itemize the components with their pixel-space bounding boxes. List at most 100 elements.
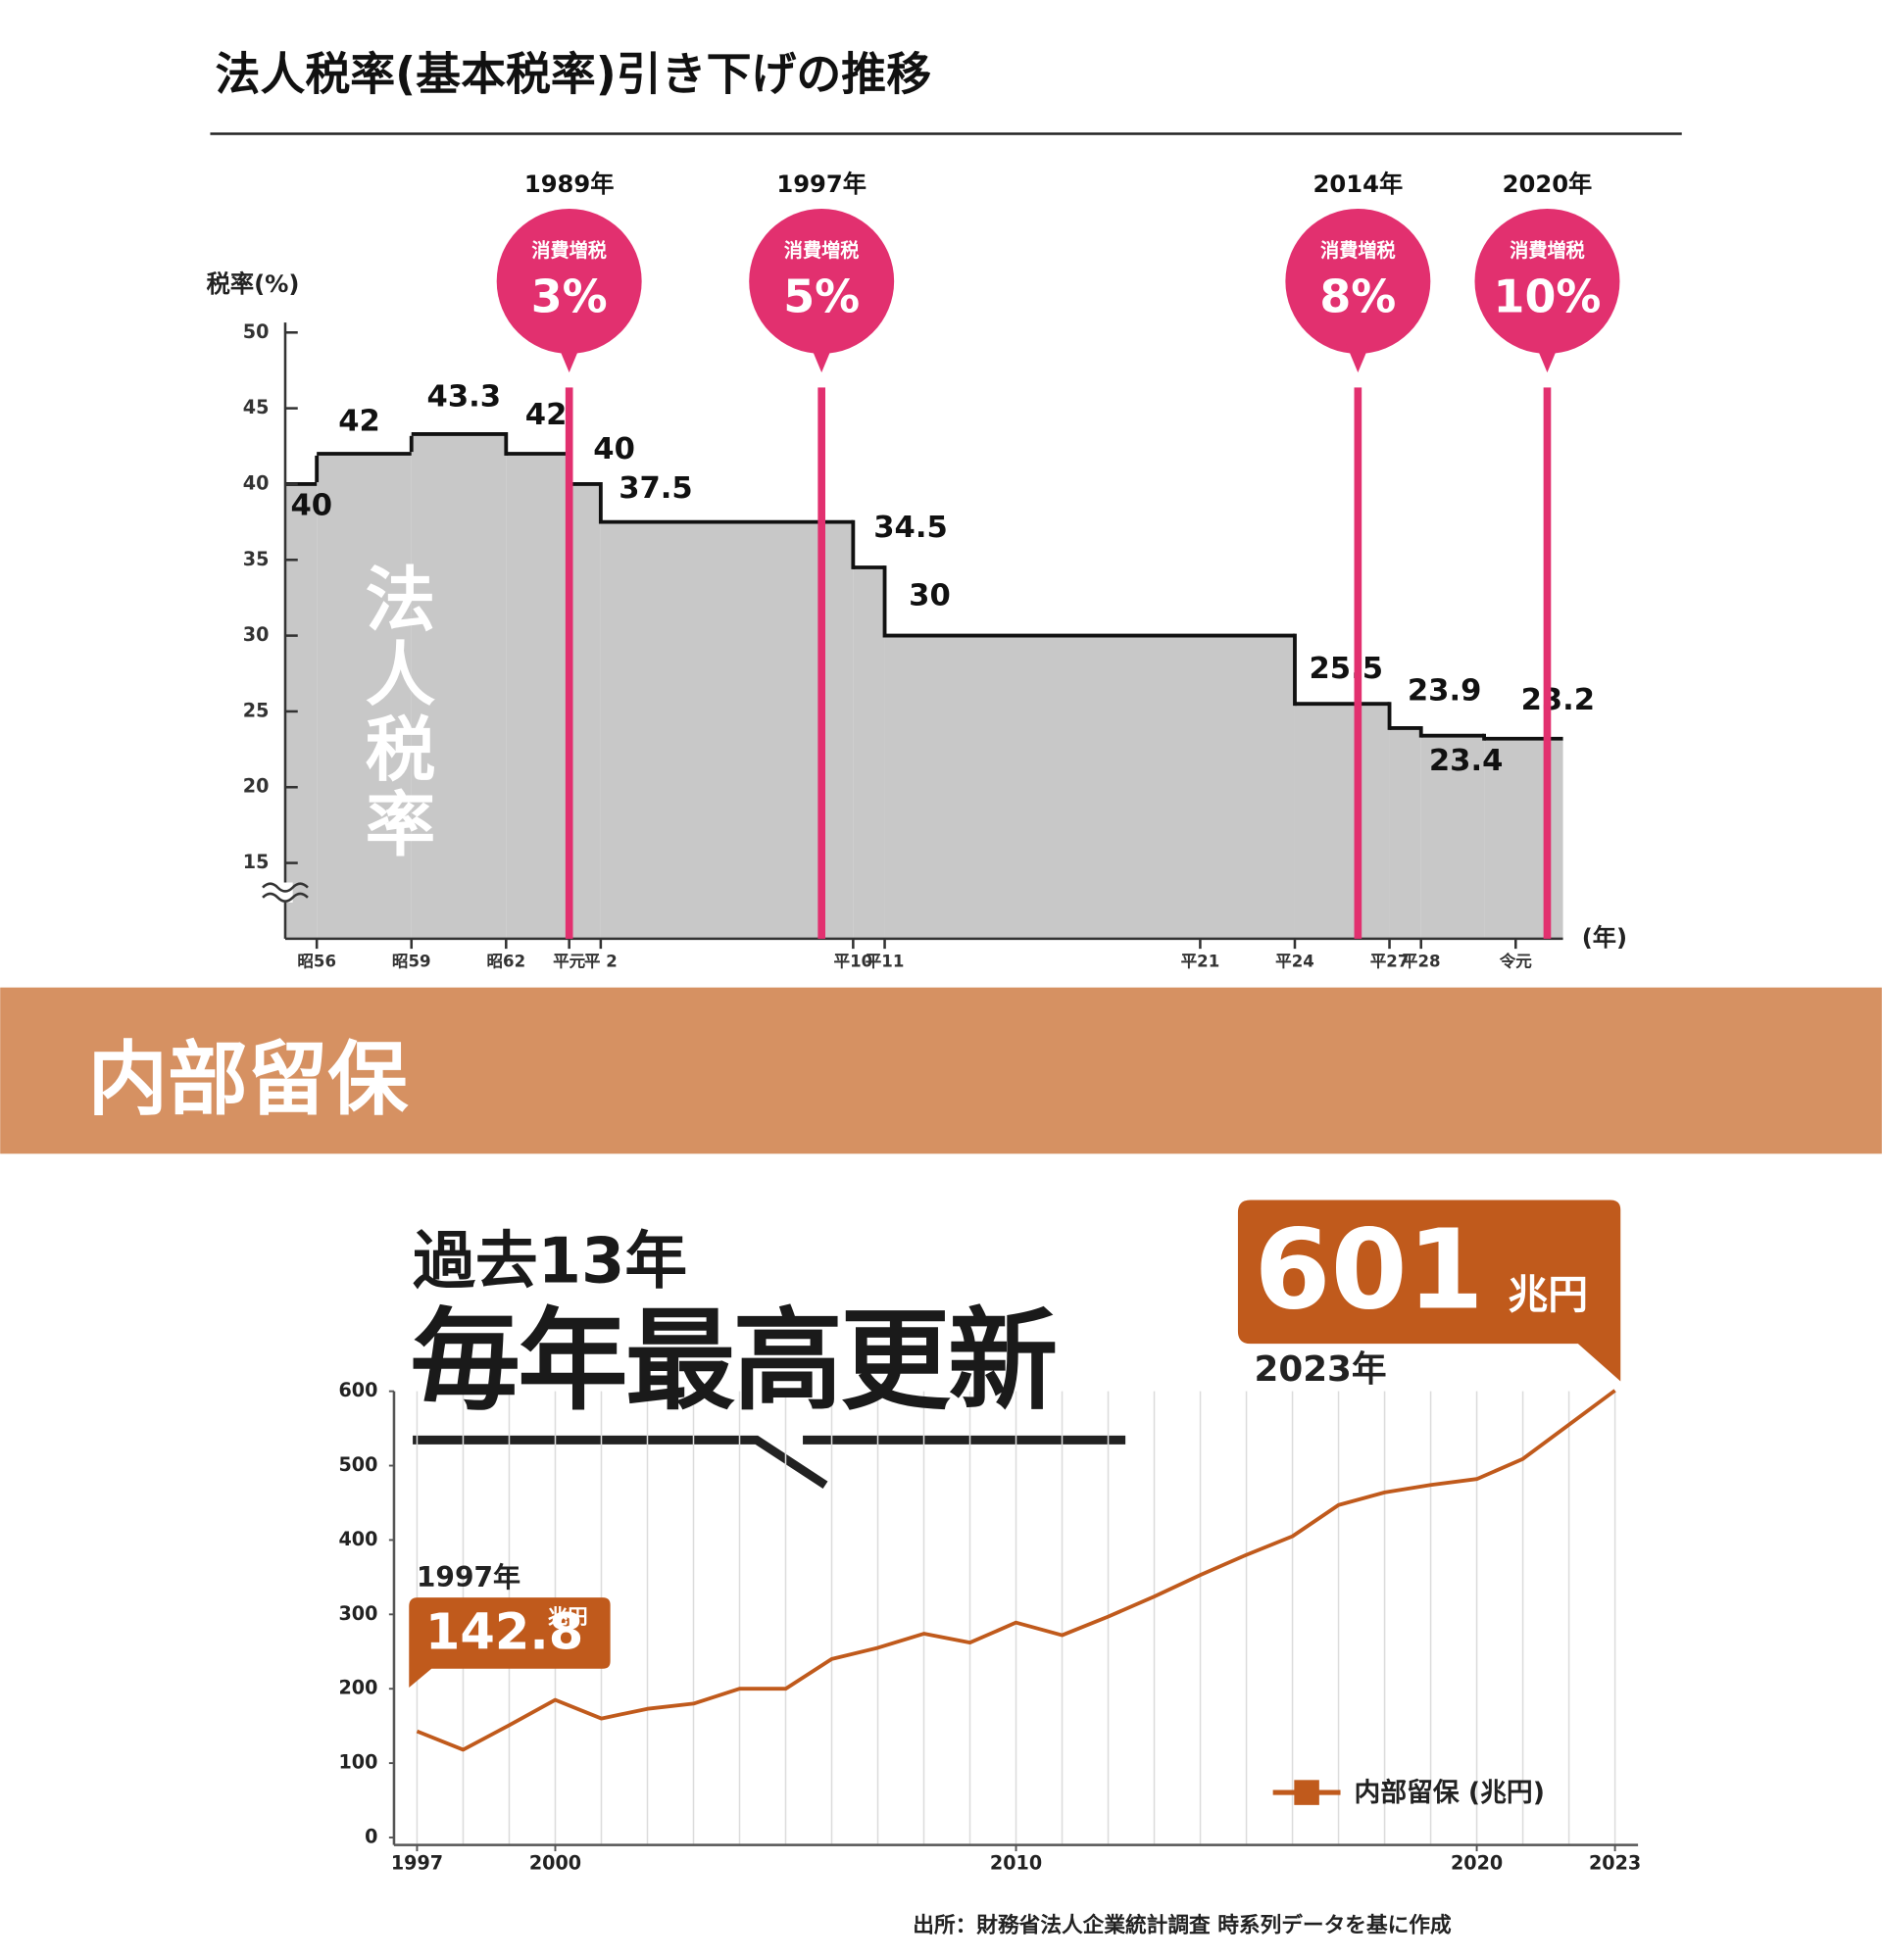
legend-label: 内部留保 (兆円) <box>1355 1777 1545 1808</box>
x-tick-label: 平11 <box>866 953 905 971</box>
y-tick-label: 200 <box>338 1677 377 1699</box>
area-fill <box>853 567 885 939</box>
x-tick-label: 平24 <box>1275 953 1314 971</box>
legend-marker <box>1294 1780 1319 1805</box>
y-tick-label: 15 <box>243 851 270 873</box>
y-axis-title: 税率(%) <box>207 270 300 298</box>
x-tick-label: 平27 <box>1370 953 1410 971</box>
area-fill <box>1294 704 1390 939</box>
event-year: 1989年 <box>524 171 615 198</box>
value-label: 23.2 <box>1521 683 1596 717</box>
y-tick-label: 600 <box>338 1379 377 1401</box>
y-tick-label: 40 <box>243 471 270 494</box>
x-tick-label: 2020 <box>1451 1851 1503 1874</box>
y-tick-label: 100 <box>338 1751 377 1774</box>
callout-value: 142.8 <box>425 1603 583 1661</box>
area-fill <box>1389 727 1421 939</box>
event-bubble <box>749 209 895 354</box>
value-label: 43.3 <box>427 379 502 414</box>
event-rate: 3% <box>531 270 608 323</box>
section-title: 内部留保 <box>87 1034 409 1127</box>
value-label: 25.5 <box>1310 652 1384 686</box>
callout-unit: 兆円 <box>1508 1271 1588 1318</box>
event-line <box>1543 387 1552 939</box>
chart-subtitle: 過去13年 <box>413 1225 687 1298</box>
y-tick-label: 300 <box>338 1602 377 1625</box>
value-label: 34.5 <box>873 511 948 545</box>
event-bubble-tail <box>809 342 834 373</box>
area-fill <box>884 635 1295 939</box>
event-year: 2014年 <box>1313 171 1404 198</box>
event-bubble-tail <box>556 342 582 373</box>
callout-unit: 兆円 <box>548 1605 588 1629</box>
value-label: 23.9 <box>1408 673 1482 708</box>
y-tick-label: 0 <box>365 1825 377 1847</box>
value-label: 40 <box>290 488 332 522</box>
event-line <box>565 387 573 939</box>
y-tick-label: 35 <box>243 548 270 570</box>
value-label: 23.4 <box>1429 744 1504 778</box>
y-tick-label: 45 <box>243 396 270 418</box>
headline-rule <box>413 1435 1126 1490</box>
callout-box <box>1237 1200 1621 1382</box>
event-rate: 8% <box>1319 270 1396 323</box>
x-tick-label: 2000 <box>529 1851 581 1874</box>
value-label: 37.5 <box>619 471 693 506</box>
y-tick-label: 20 <box>243 775 270 798</box>
x-tick-label: 昭56 <box>297 953 336 971</box>
x-tick-label: 平10 <box>834 953 873 971</box>
x-tick-label: 平 2 <box>584 953 618 971</box>
area-fill <box>569 483 601 939</box>
y-tick-label: 25 <box>243 699 270 721</box>
x-tick-label: 平21 <box>1181 953 1220 971</box>
x-tick-label: 2023 <box>1589 1851 1641 1874</box>
axis-break <box>262 882 309 903</box>
event-text: 消費増税 <box>784 239 860 262</box>
event-bubble-tail <box>1345 342 1371 373</box>
event-year: 1997年 <box>776 171 867 198</box>
y-tick-label: 400 <box>338 1528 377 1550</box>
area-fill <box>600 521 854 939</box>
axis-break-gap <box>265 882 293 903</box>
y-tick-label: 500 <box>338 1453 377 1476</box>
event-rate: 5% <box>783 270 860 323</box>
event-line <box>1354 387 1362 939</box>
value-label: 42 <box>525 398 568 432</box>
series-line <box>416 1389 1616 1752</box>
chart-title: 法人税率(基本税率)引き下げの推移 <box>216 48 932 101</box>
area-label: 法人税率 <box>353 563 435 862</box>
event-line <box>817 387 825 939</box>
x-tick-label: 昭59 <box>392 953 431 971</box>
event-text: 消費増税 <box>531 239 607 262</box>
event-rate: 10% <box>1494 270 1602 323</box>
value-label: 30 <box>909 579 951 613</box>
event-bubble <box>1285 209 1431 354</box>
x-tick-label: 1997 <box>391 1851 443 1874</box>
event-bubble <box>496 209 642 354</box>
y-tick-label: 50 <box>243 320 270 343</box>
x-tick-label: 2010 <box>990 1851 1042 1874</box>
event-bubble <box>1474 209 1620 354</box>
callout-year: 1997年 <box>417 1561 520 1593</box>
event-bubble-tail <box>1534 342 1560 373</box>
area-fill <box>411 433 507 939</box>
section-band <box>0 987 1882 1154</box>
x-tick-label: 令元 <box>1500 952 1533 971</box>
area-fill <box>1420 735 1485 939</box>
area-fill <box>317 454 412 939</box>
y-tick-label: 30 <box>243 623 270 646</box>
x-tick-label: 昭62 <box>486 953 525 971</box>
callout-year: 2023年 <box>1255 1349 1387 1390</box>
x-tick-label: 平元 <box>553 953 586 971</box>
callout-value: 601 <box>1255 1206 1484 1334</box>
x-tick-label: 平28 <box>1402 953 1441 971</box>
source-note: 出所：財務省法人企業統計調査 時系列データを基に作成 <box>913 1913 1452 1938</box>
value-label: 42 <box>338 405 380 439</box>
event-year: 2020年 <box>1503 171 1593 198</box>
x-axis-title: (年) <box>1582 924 1627 952</box>
chart-title: 毎年最高更新 <box>411 1298 1056 1425</box>
event-text: 消費増税 <box>1320 239 1395 262</box>
callout-box <box>409 1597 611 1688</box>
